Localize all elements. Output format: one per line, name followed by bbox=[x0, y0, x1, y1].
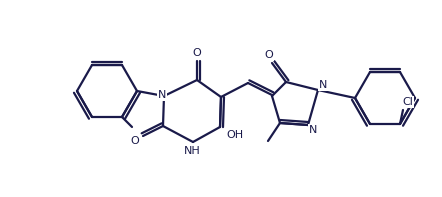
Text: Cl: Cl bbox=[403, 97, 413, 107]
Text: O: O bbox=[265, 50, 273, 60]
Text: N: N bbox=[158, 90, 166, 100]
Text: NH: NH bbox=[183, 146, 200, 156]
Text: OH: OH bbox=[226, 130, 244, 140]
Text: N: N bbox=[309, 125, 317, 135]
Text: O: O bbox=[193, 48, 202, 58]
Text: N: N bbox=[319, 80, 327, 90]
Text: O: O bbox=[131, 136, 139, 146]
